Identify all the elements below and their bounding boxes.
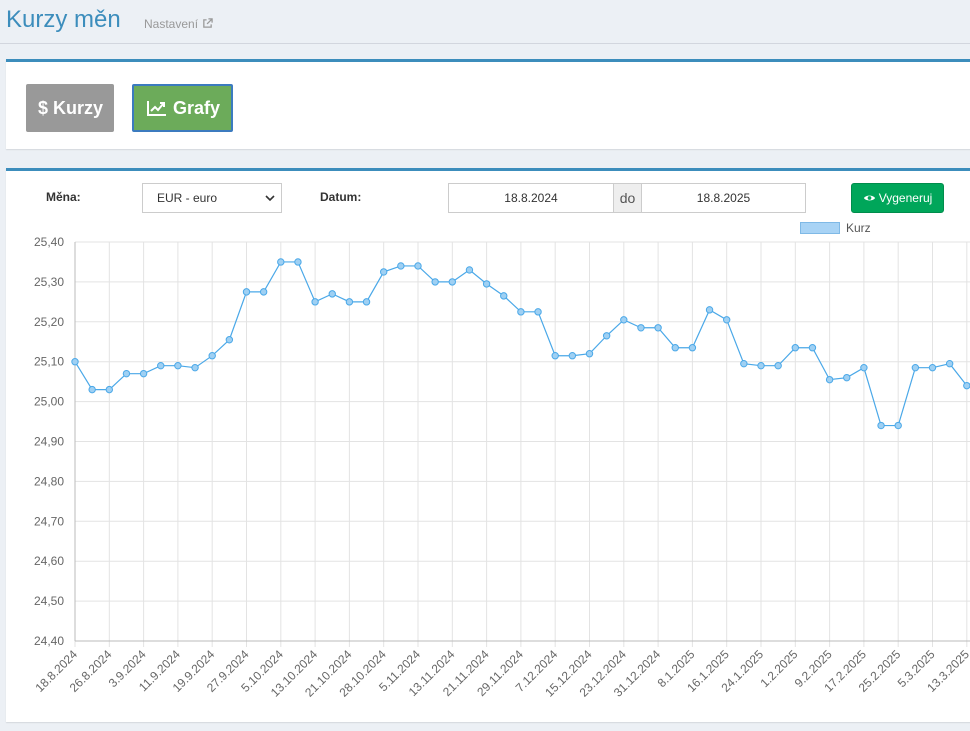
data-point[interactable] [465,266,474,274]
data-point[interactable] [105,385,114,394]
data-point[interactable] [911,363,920,372]
data-point[interactable] [517,308,525,316]
exchange-rate-chart: 25,40 25,30 25,20 25,10 25,00 24,90 24,80 24,70… [32,235,970,700]
data-point[interactable] [620,316,628,324]
data-point[interactable] [414,262,422,270]
top-bar: Kurzy měn Nastavení [0,0,970,44]
data-point[interactable] [328,290,336,298]
y-tick-label: 24,90 [34,435,64,449]
data-point[interactable] [208,352,216,360]
y-tick-label: 25,30 [34,275,64,289]
date-separator: do [613,184,642,212]
currency-label: Měna: [46,190,81,204]
data-point[interactable] [277,258,285,266]
data-point[interactable] [88,385,96,394]
generate-label: Vygeneruj [878,191,933,205]
data-point[interactable] [757,361,765,370]
legend-swatch [800,222,840,234]
data-point[interactable] [362,298,371,306]
data-point[interactable] [860,363,868,372]
chart-panel: Měna: EUR - euro Datum: 18.8.2024 do 18.… [6,168,970,722]
data-point[interactable] [602,332,611,340]
currency-select[interactable]: EUR - euro [142,183,282,213]
y-tick-label: 24,80 [34,474,64,488]
data-point[interactable] [191,363,199,372]
legend-label: Kurz [846,221,871,235]
data-point[interactable] [740,359,748,368]
settings-link[interactable]: Nastavení [144,17,214,31]
data-point[interactable] [654,324,662,332]
data-point[interactable] [500,292,508,300]
dollar-icon: $ [38,97,49,118]
external-link-icon [203,18,214,28]
date-label: Datum: [320,190,362,204]
data-point[interactable] [225,336,234,344]
kurzy-label: Kurzy [53,97,104,118]
data-point[interactable] [894,421,902,430]
y-tick-label: 24,50 [34,594,64,608]
data-point[interactable] [825,375,834,384]
date-range: 18.8.2024 do 18.8.2025 [448,183,806,213]
data-point[interactable] [723,316,731,324]
data-point[interactable] [380,268,388,276]
date-from-input[interactable]: 18.8.2024 [504,191,558,205]
grafy-label: Grafy [173,97,221,118]
data-point[interactable] [139,369,148,378]
data-point[interactable] [688,344,697,352]
date-to-input[interactable]: 18.8.2025 [696,191,751,205]
data-point[interactable] [71,358,79,366]
data-point[interactable] [945,359,954,368]
data-point[interactable] [637,324,645,332]
data-point[interactable] [774,361,782,370]
data-point[interactable] [174,361,182,370]
data-point[interactable] [671,344,679,352]
data-point[interactable] [877,421,885,430]
data-point[interactable] [242,288,251,296]
eye-icon [863,195,875,201]
chart-legend: Kurz [800,221,871,235]
data-point[interactable] [259,288,268,296]
data-point[interactable] [122,369,131,378]
data-point[interactable] [808,344,817,352]
y-tick-label: 24,70 [34,514,64,528]
grafy-button[interactable]: Grafy [132,84,233,132]
data-point[interactable] [534,308,542,316]
y-tick-label: 25,20 [34,315,64,329]
settings-label: Nastavení [144,17,199,31]
data-point[interactable] [448,278,456,286]
data-point[interactable] [551,352,559,360]
y-tick-label: 25,00 [34,395,64,409]
data-point[interactable] [311,298,319,306]
data-point[interactable] [568,352,577,360]
data-point[interactable] [585,350,594,358]
y-tick-label: 25,40 [34,235,64,249]
data-point[interactable] [705,306,714,314]
data-point[interactable] [928,363,937,372]
data-point[interactable] [482,280,491,288]
y-tick-label: 24,60 [34,554,64,568]
chevron-down-icon [265,195,275,202]
data-point[interactable] [431,278,439,286]
currency-value: EUR - euro [157,191,218,205]
data-point[interactable] [791,344,799,352]
data-point[interactable] [843,373,851,382]
navigation-panel: $ Kurzy Grafy [6,59,970,149]
line-chart-icon [146,99,168,117]
generate-button[interactable]: Vygeneruj [851,183,944,213]
kurzy-button[interactable]: $ Kurzy [26,84,114,132]
data-point[interactable] [345,298,354,306]
data-point[interactable] [963,381,970,390]
data-point[interactable] [294,258,302,266]
page-title: Kurzy měn [6,6,121,33]
data-point[interactable] [397,262,405,270]
y-tick-label: 24,40 [34,634,64,648]
data-point[interactable] [157,361,165,370]
y-tick-label: 25,10 [34,355,64,369]
